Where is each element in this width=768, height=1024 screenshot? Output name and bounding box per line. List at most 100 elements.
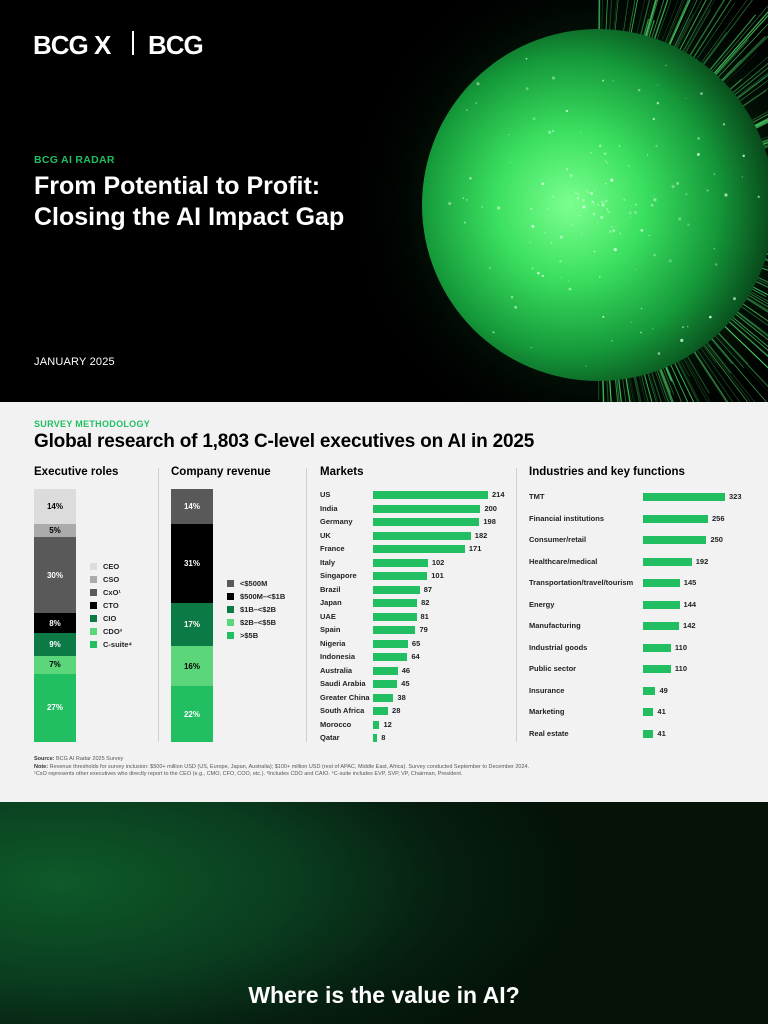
light-ray — [659, 0, 691, 67]
bar-value: 142 — [683, 621, 696, 630]
sparkle — [665, 64, 667, 67]
sparkle — [741, 176, 743, 178]
bar-row: South Africa 28 — [320, 706, 520, 719]
bar — [643, 665, 671, 673]
sparkle — [708, 315, 712, 319]
bar-value: 200 — [484, 503, 497, 513]
bar — [373, 545, 465, 553]
sparkle — [462, 197, 464, 199]
bcg-logo[interactable]: BCG — [148, 30, 204, 60]
sparkle — [637, 88, 641, 92]
legend-swatch — [227, 593, 234, 600]
light-ray — [674, 343, 708, 402]
sparkle — [634, 210, 638, 215]
bar — [643, 557, 692, 566]
bar-label: Qatar — [320, 733, 340, 742]
bar — [643, 686, 656, 695]
light-ray — [625, 368, 632, 402]
bar-label: Consumer/retail — [529, 535, 587, 544]
bar — [643, 708, 654, 716]
legend-label: $2B–<$5B — [240, 618, 277, 627]
logo-divider — [132, 31, 134, 55]
section-heading: Where is the value in AI? — [248, 982, 520, 1008]
light-ray — [621, 0, 629, 42]
sparkle — [640, 307, 643, 310]
legend-swatch — [90, 576, 97, 583]
light-ray — [601, 0, 603, 49]
bar — [643, 643, 671, 652]
bar-row: Nigeria 65 — [320, 639, 520, 652]
sparkle — [640, 228, 644, 232]
bcgx-logo[interactable]: BCG X — [33, 30, 111, 60]
bar — [373, 653, 408, 661]
bar-label: Industrial goods — [529, 642, 588, 652]
light-ray — [738, 137, 768, 150]
bar-row: Spain 79 — [320, 625, 520, 638]
sparkle — [569, 173, 573, 177]
sparkle — [582, 205, 586, 209]
next-section-teaser: Where is the value in AI? — [0, 802, 768, 1024]
sparkle — [602, 79, 605, 82]
legend-item: CSO — [90, 573, 132, 586]
survey-title: Global research of 1,803 C-level executi… — [34, 431, 535, 452]
bar — [373, 680, 398, 688]
legend-item: CxO¹ — [90, 586, 132, 599]
sparkle — [492, 331, 495, 334]
sparkle — [607, 199, 609, 201]
sparkle — [615, 225, 617, 228]
bar-row: Financial institutions 256 — [529, 514, 729, 527]
sparkle — [676, 182, 680, 185]
light-ray — [731, 307, 768, 337]
bar-label: Singapore — [320, 571, 357, 580]
bar-value: 101 — [431, 571, 444, 580]
light-ray — [683, 0, 725, 67]
stack-segment: 9% — [34, 633, 76, 656]
light-ray — [602, 363, 605, 402]
light-ray — [636, 0, 651, 49]
sparkle — [742, 154, 745, 158]
light-ray — [688, 0, 732, 66]
light-ray — [661, 0, 684, 53]
source-text: BCG AI Radar 2025 Survey — [56, 756, 124, 762]
sparkle — [668, 259, 672, 263]
report-title-line-2: Closing the AI Impact Gap — [34, 203, 345, 231]
sparkle — [497, 206, 501, 210]
legend-item: $500M–<$1B — [227, 590, 285, 603]
light-ray — [655, 0, 683, 67]
bar-row: Transportation/travel/tourism 145 — [529, 578, 729, 591]
bar — [373, 720, 380, 729]
sparkle — [685, 97, 687, 99]
legend-label: CEO — [103, 562, 120, 571]
light-ray — [697, 0, 753, 74]
light-ray — [755, 146, 768, 152]
bar-row: US 214 — [320, 490, 520, 503]
bar — [643, 579, 680, 587]
light-ray — [662, 357, 683, 402]
bar-value: 171 — [468, 544, 482, 553]
legend-swatch — [90, 563, 97, 570]
sparkle — [603, 152, 607, 155]
light-ray — [688, 324, 749, 402]
light-ray — [643, 358, 657, 402]
bar-value: 12 — [383, 719, 392, 729]
light-ray — [718, 305, 768, 348]
bar-row: UAE 81 — [320, 612, 520, 625]
bar — [643, 729, 654, 738]
sparkle — [529, 241, 531, 244]
light-ray — [667, 348, 694, 402]
stack-segment: 14% — [34, 489, 76, 525]
sparkle — [577, 193, 580, 196]
light-ray — [646, 357, 662, 402]
bar-row: Greater China 38 — [320, 693, 520, 706]
light-ray — [612, 0, 618, 47]
sparkle — [722, 123, 726, 126]
bar-row: Manufacturing 142 — [529, 621, 729, 634]
light-ray — [705, 5, 768, 80]
light-ray — [671, 0, 715, 75]
sparkle — [630, 321, 632, 324]
stack-segment: 7% — [34, 655, 76, 674]
sparkle — [623, 198, 626, 201]
light-ray — [723, 290, 768, 322]
bar — [643, 622, 680, 630]
sparkle — [510, 296, 514, 299]
